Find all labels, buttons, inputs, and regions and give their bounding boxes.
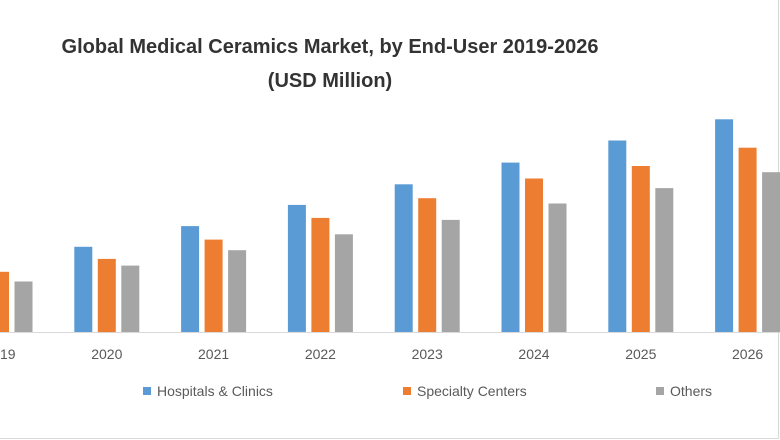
chart-title-line: Global Medical Ceramics Market, by End-U… [61, 36, 599, 58]
bar-specialty-centers-2026 [738, 147, 757, 332]
x-tick-label-2020: 2020 [91, 346, 122, 362]
bar-specialty-centers-2021 [204, 239, 223, 332]
bar-hospitals-clinics-2026 [715, 119, 734, 332]
chart-title: Global Medical Ceramics Market, by End-U… [0, 30, 660, 98]
bar-specialty-centers-2019 [0, 271, 9, 332]
x-tick-label-2019: 2019 [0, 346, 16, 362]
chart-legend: Hospitals & Clinics Specialty Centers Ot… [0, 383, 780, 407]
bar-specialty-centers-2022 [311, 217, 330, 332]
legend-label-others: Others [670, 383, 713, 399]
legend-swatch-hospitals [143, 387, 151, 395]
bar-others-2021 [228, 250, 247, 332]
legend-item-others: Others [656, 383, 712, 399]
bar-others-2020 [121, 265, 140, 332]
legend-label-hospitals: Hospitals & Clinics [157, 383, 273, 399]
x-tick-label-2026: 2026 [732, 346, 763, 362]
bar-others-2024 [548, 203, 567, 332]
bar-specialty-centers-2023 [418, 198, 437, 332]
x-tick-label-2025: 2025 [625, 346, 656, 362]
bar-hospitals-clinics-2020 [74, 246, 93, 332]
bar-others-2023 [441, 219, 460, 332]
bar-hospitals-clinics-2023 [394, 184, 413, 332]
x-tick-label-2024: 2024 [518, 346, 549, 362]
x-tick-label-2022: 2022 [305, 346, 336, 362]
legend-swatch-specialty [403, 387, 411, 395]
bar-hospitals-clinics-2021 [181, 226, 200, 332]
bar-others-2022 [334, 234, 353, 332]
bar-others-2025 [655, 188, 674, 332]
x-tick-label-2023: 2023 [412, 346, 443, 362]
chart-subtitle: (USD Million) [267, 70, 393, 92]
bar-hospitals-clinics-2025 [608, 140, 627, 332]
x-tick-label-2021: 2021 [198, 346, 229, 362]
bar-specialty-centers-2025 [631, 166, 650, 332]
legend-label-specialty: Specialty Centers [417, 383, 527, 399]
bar-specialty-centers-2024 [525, 178, 543, 332]
bar-specialty-centers-2020 [97, 258, 116, 333]
legend-swatch-others [656, 387, 664, 395]
bar-hospitals-clinics-2024 [501, 162, 520, 332]
legend-item-specialty: Specialty Centers [403, 383, 527, 399]
bar-others-2019 [14, 281, 33, 332]
bar-others-2026 [762, 172, 780, 332]
legend-item-hospitals: Hospitals & Clinics [143, 383, 273, 399]
bar-hospitals-clinics-2022 [287, 204, 306, 332]
